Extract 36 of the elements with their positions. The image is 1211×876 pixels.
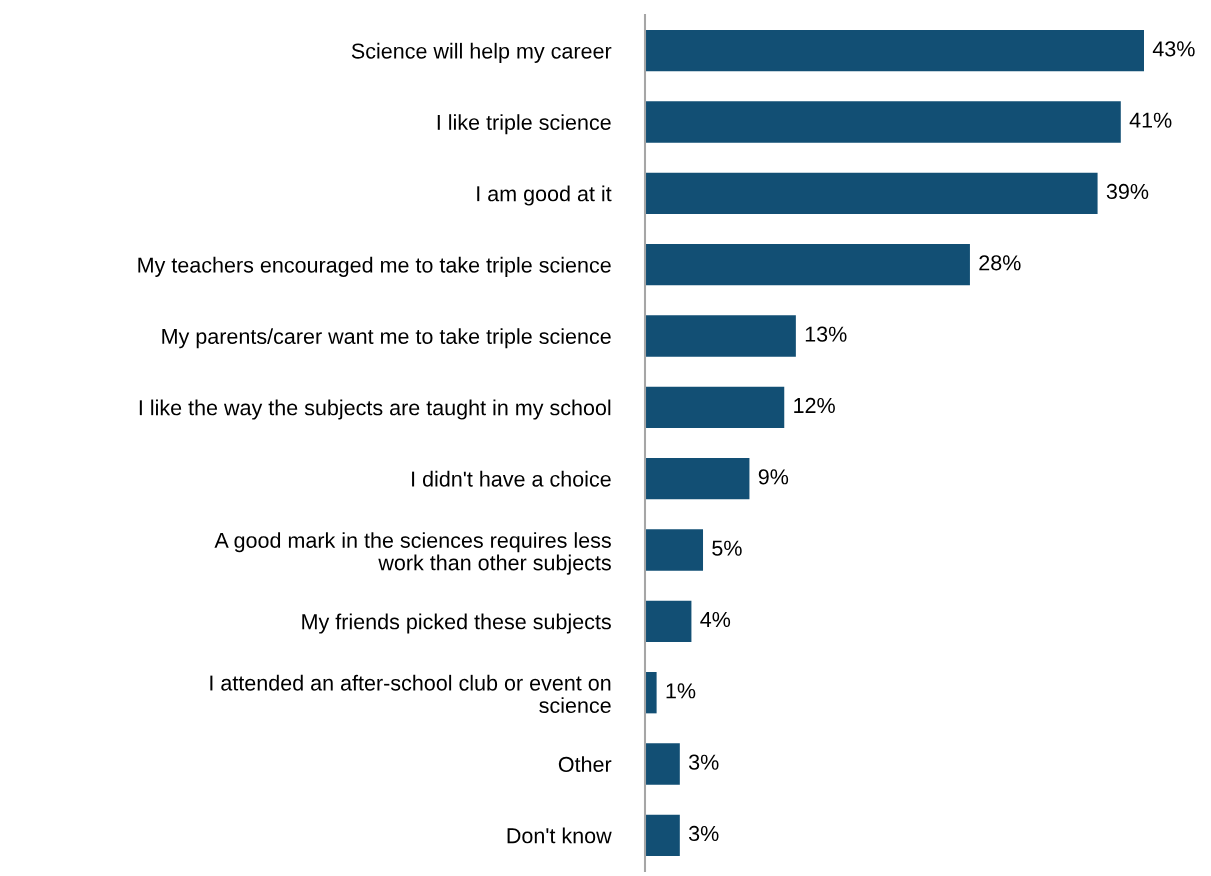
bar — [645, 243, 970, 286]
bar — [645, 29, 1144, 72]
y-tick-label: Other — [558, 756, 612, 773]
data-label: 12% — [794, 397, 835, 414]
bar — [645, 386, 785, 429]
data-label: 1% — [666, 683, 696, 699]
data-label: 41% — [1129, 112, 1172, 128]
y-tick-label: I didn't have a choice — [412, 470, 611, 487]
y-tick-label: I like triple science — [437, 114, 611, 135]
data-label: 5% — [712, 540, 742, 556]
data-label: 9% — [758, 469, 789, 485]
data-label: 39% — [1106, 183, 1149, 200]
data-label: 3% — [688, 825, 719, 842]
y-tick-label: My parents/carer want me to take triple science — [162, 328, 611, 349]
data-label: 4% — [700, 611, 731, 628]
data-label: 28% — [979, 255, 1021, 271]
bar — [645, 457, 750, 500]
bar — [645, 101, 1121, 143]
bar — [645, 814, 680, 857]
y-tick-label: A good mark in the sciences requires less work than other subjects — [214, 532, 611, 575]
data-label: 43% — [1152, 41, 1195, 57]
bar — [645, 671, 657, 714]
y-tick-label: I am good at it — [477, 185, 612, 206]
bar — [645, 529, 704, 571]
y-tick-label: Science will help my career — [351, 42, 612, 63]
bar — [645, 315, 796, 357]
y-tick-label: My friends picked these subjects — [302, 613, 611, 634]
bar — [645, 600, 692, 643]
y-tick-label: Don't know — [507, 827, 612, 844]
data-label: 13% — [805, 326, 847, 342]
bar — [645, 172, 1098, 215]
bar — [645, 743, 680, 785]
y-tick-label: My teachers encouraged me to take triple science — [138, 256, 611, 277]
y-tick-label: I attended an after-school club or event on science — [210, 674, 611, 714]
data-label: 3% — [688, 754, 719, 770]
y-tick-label: I like the way the subjects are taught in my school — [139, 399, 611, 420]
